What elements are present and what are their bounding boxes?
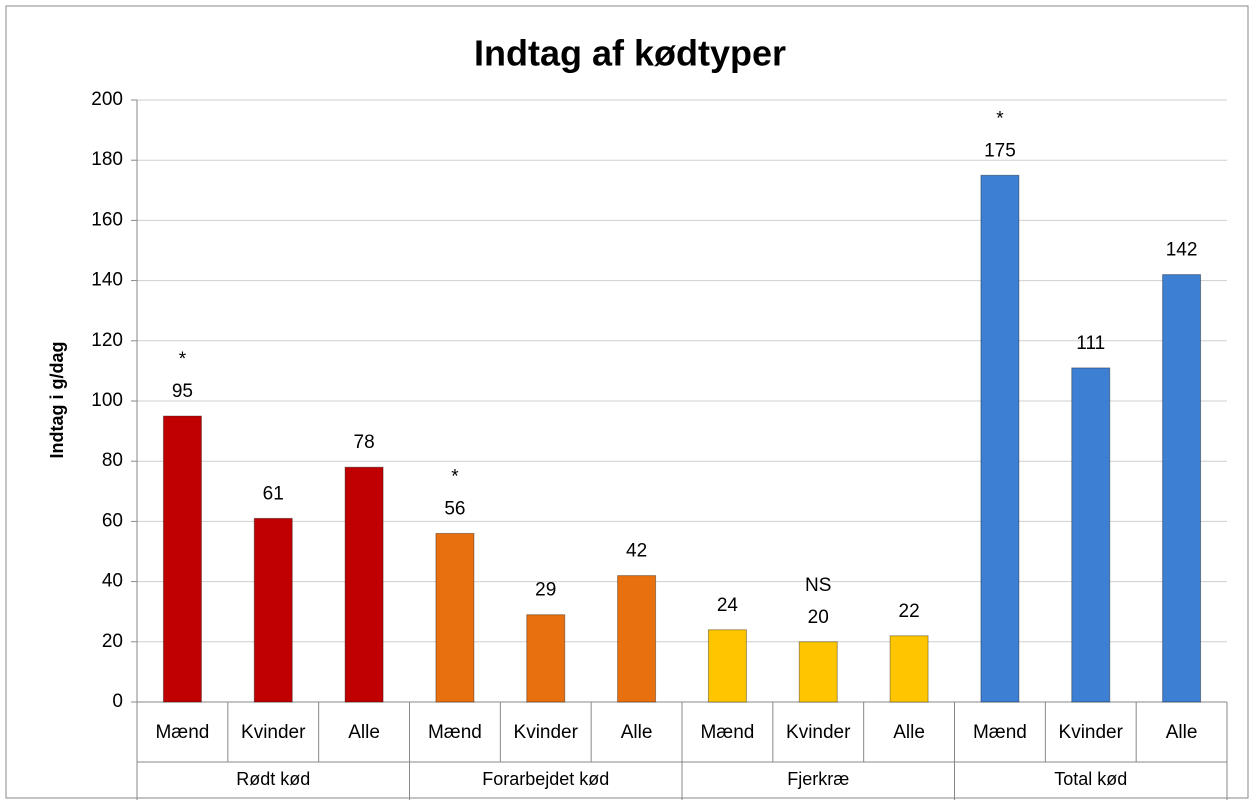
- y-tick-label: 80: [102, 450, 123, 471]
- bar: [889, 635, 929, 703]
- y-tick-label: 140: [91, 270, 123, 291]
- group-label: Rødt kød: [236, 769, 310, 789]
- y-tick-label: 160: [91, 209, 123, 230]
- annotation: *: [996, 108, 1004, 129]
- annotation: *: [179, 349, 187, 370]
- x-tick-label: Kvinder: [1059, 722, 1124, 743]
- bar: [798, 641, 838, 703]
- y-tick-label: 40: [102, 571, 123, 592]
- x-tick-label: Mænd: [973, 722, 1027, 743]
- y-tick-label: 120: [91, 330, 123, 351]
- value-label: 56: [444, 498, 465, 519]
- x-tick-label: Alle: [1166, 722, 1198, 743]
- y-tick-label: 200: [91, 89, 123, 110]
- bar: [162, 415, 202, 703]
- y-tick-label: 0: [112, 691, 123, 712]
- bar: [980, 174, 1020, 703]
- x-tick-label: Kvinder: [514, 722, 579, 743]
- x-tick-label: Mænd: [155, 722, 209, 743]
- x-tick-label: Alle: [348, 722, 380, 743]
- bar: [707, 629, 747, 703]
- x-tick-label: Alle: [893, 722, 925, 743]
- value-label: 111: [1076, 333, 1105, 354]
- x-tick-label: Kvinder: [241, 722, 306, 743]
- value-label: 29: [535, 580, 556, 601]
- chart-title: Indtag af kødtyper: [474, 33, 786, 74]
- bar: [526, 614, 566, 703]
- bar: [1162, 274, 1202, 703]
- value-label: 175: [984, 140, 1016, 161]
- group-label: Total kød: [1054, 769, 1127, 789]
- bar: [435, 532, 475, 703]
- annotation: NS: [805, 575, 831, 596]
- group-label: Forarbejdet kød: [482, 769, 609, 789]
- value-label: 24: [717, 595, 739, 616]
- value-label: 61: [263, 483, 284, 504]
- y-tick-label: 60: [102, 510, 123, 531]
- y-tick-label: 180: [91, 149, 123, 170]
- x-tick-label: Mænd: [428, 722, 482, 743]
- bar: [344, 466, 384, 703]
- value-label: 78: [354, 432, 375, 453]
- y-tick-label: 100: [91, 390, 123, 411]
- bar: [1071, 367, 1111, 703]
- value-label: 42: [626, 541, 647, 562]
- y-axis-label: Indtag i g/dag: [47, 342, 67, 459]
- x-tick-label: Kvinder: [786, 722, 851, 743]
- value-label: 95: [172, 381, 193, 402]
- bar: [253, 517, 293, 703]
- value-label: 142: [1166, 240, 1198, 261]
- x-tick-label: Mænd: [700, 722, 754, 743]
- value-label: 20: [808, 607, 829, 628]
- bar: [617, 575, 657, 703]
- group-label: Fjerkræ: [787, 769, 849, 789]
- annotation: *: [451, 466, 459, 487]
- value-label: 22: [899, 601, 920, 622]
- y-tick-label: 20: [102, 631, 123, 652]
- x-tick-label: Alle: [621, 722, 653, 743]
